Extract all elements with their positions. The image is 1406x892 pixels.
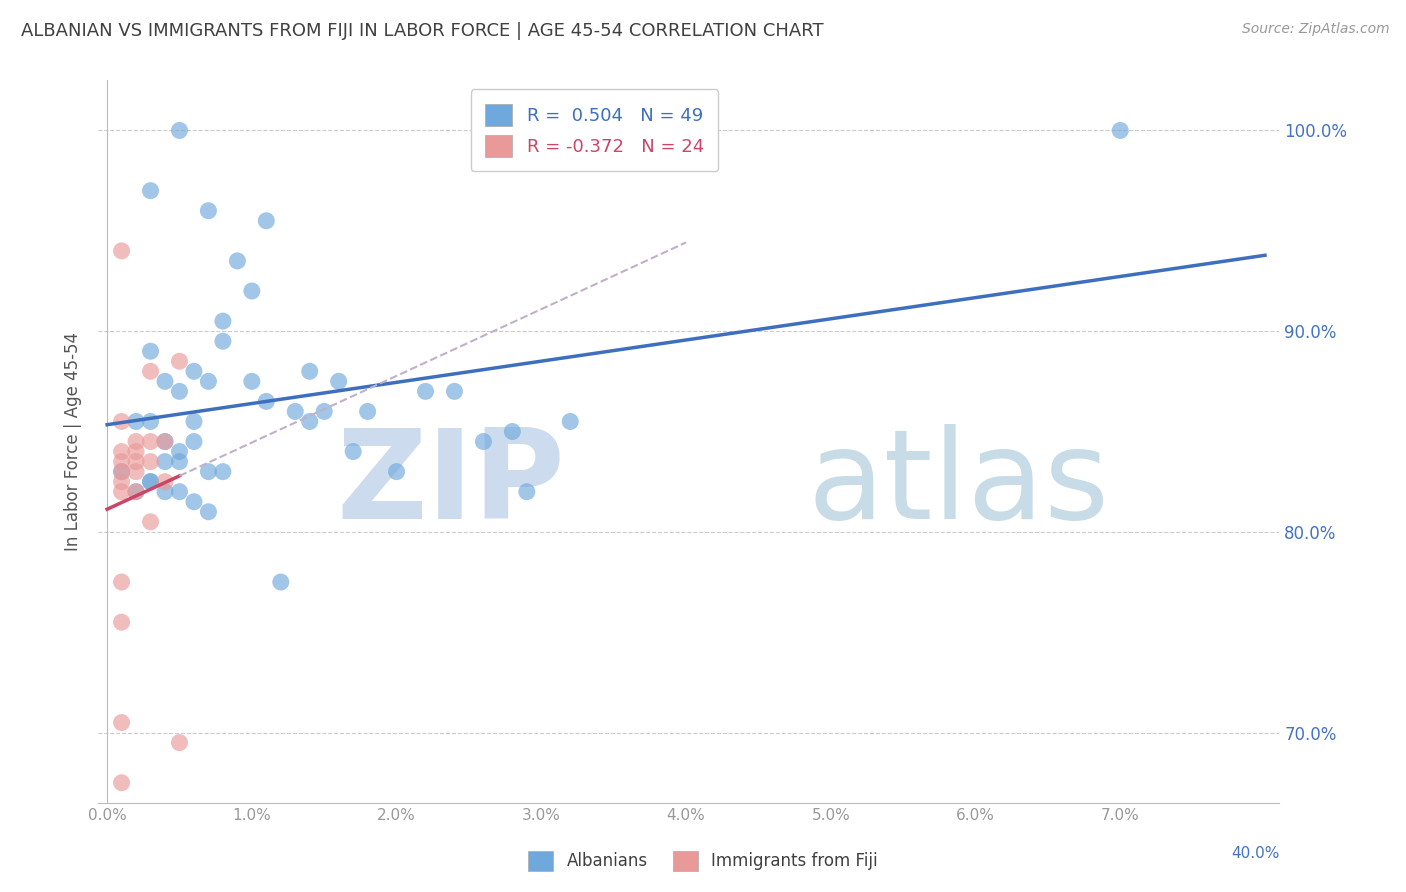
Point xyxy=(298,364,321,378)
Point xyxy=(110,244,132,258)
Point xyxy=(254,213,277,227)
Point xyxy=(356,404,378,418)
Point xyxy=(153,475,176,489)
Point xyxy=(183,434,205,449)
Point xyxy=(110,475,132,489)
Point xyxy=(415,384,437,399)
Point xyxy=(125,484,148,499)
Point xyxy=(240,284,263,298)
Text: ZIP: ZIP xyxy=(336,425,565,545)
Point xyxy=(197,374,219,388)
Point xyxy=(153,434,176,449)
Point xyxy=(169,384,191,399)
Legend: Albanians, Immigrants from Fiji: Albanians, Immigrants from Fiji xyxy=(520,842,886,880)
Point xyxy=(443,384,465,399)
Point xyxy=(226,253,249,268)
Point xyxy=(139,364,162,378)
Point xyxy=(270,574,292,589)
Text: Source: ZipAtlas.com: Source: ZipAtlas.com xyxy=(1241,22,1389,37)
Point xyxy=(501,425,523,439)
Text: 40.0%: 40.0% xyxy=(1232,847,1279,861)
Point xyxy=(169,736,191,750)
Point xyxy=(197,505,219,519)
Point xyxy=(110,465,132,479)
Point xyxy=(169,354,191,368)
Point xyxy=(385,465,408,479)
Point xyxy=(197,203,219,218)
Point xyxy=(197,465,219,479)
Point xyxy=(153,454,176,468)
Point xyxy=(153,434,176,449)
Legend: R =  0.504   N = 49, R = -0.372   N = 24: R = 0.504 N = 49, R = -0.372 N = 24 xyxy=(471,89,718,171)
Point xyxy=(212,334,235,348)
Point xyxy=(1109,123,1132,137)
Point xyxy=(169,484,191,499)
Point xyxy=(169,444,191,458)
Point xyxy=(284,404,307,418)
Point xyxy=(298,414,321,428)
Point xyxy=(139,434,162,449)
Point xyxy=(125,434,148,449)
Point xyxy=(328,374,350,388)
Point xyxy=(139,344,162,359)
Point xyxy=(212,314,235,328)
Point xyxy=(212,465,235,479)
Point xyxy=(240,374,263,388)
Point xyxy=(139,475,162,489)
Text: atlas: atlas xyxy=(807,425,1109,545)
Point xyxy=(125,454,148,468)
Point xyxy=(139,454,162,468)
Point xyxy=(139,184,162,198)
Point xyxy=(472,434,495,449)
Point xyxy=(342,444,364,458)
Point xyxy=(110,465,132,479)
Point xyxy=(254,394,277,409)
Point xyxy=(560,414,582,428)
Point xyxy=(516,484,538,499)
Point xyxy=(125,484,148,499)
Point xyxy=(169,454,191,468)
Point xyxy=(183,414,205,428)
Text: ALBANIAN VS IMMIGRANTS FROM FIJI IN LABOR FORCE | AGE 45-54 CORRELATION CHART: ALBANIAN VS IMMIGRANTS FROM FIJI IN LABO… xyxy=(21,22,824,40)
Point xyxy=(125,465,148,479)
Point xyxy=(183,364,205,378)
Point xyxy=(110,414,132,428)
Point xyxy=(110,574,132,589)
Point xyxy=(314,404,336,418)
Point xyxy=(139,414,162,428)
Point xyxy=(110,454,132,468)
Point xyxy=(110,484,132,499)
Point xyxy=(110,776,132,790)
Point xyxy=(110,444,132,458)
Point xyxy=(139,515,162,529)
Point xyxy=(153,374,176,388)
Point xyxy=(183,494,205,508)
Point xyxy=(153,484,176,499)
Point xyxy=(110,615,132,629)
Point xyxy=(139,475,162,489)
Point xyxy=(110,715,132,730)
Point xyxy=(125,444,148,458)
Point xyxy=(169,123,191,137)
Y-axis label: In Labor Force | Age 45-54: In Labor Force | Age 45-54 xyxy=(65,332,83,551)
Point xyxy=(125,414,148,428)
